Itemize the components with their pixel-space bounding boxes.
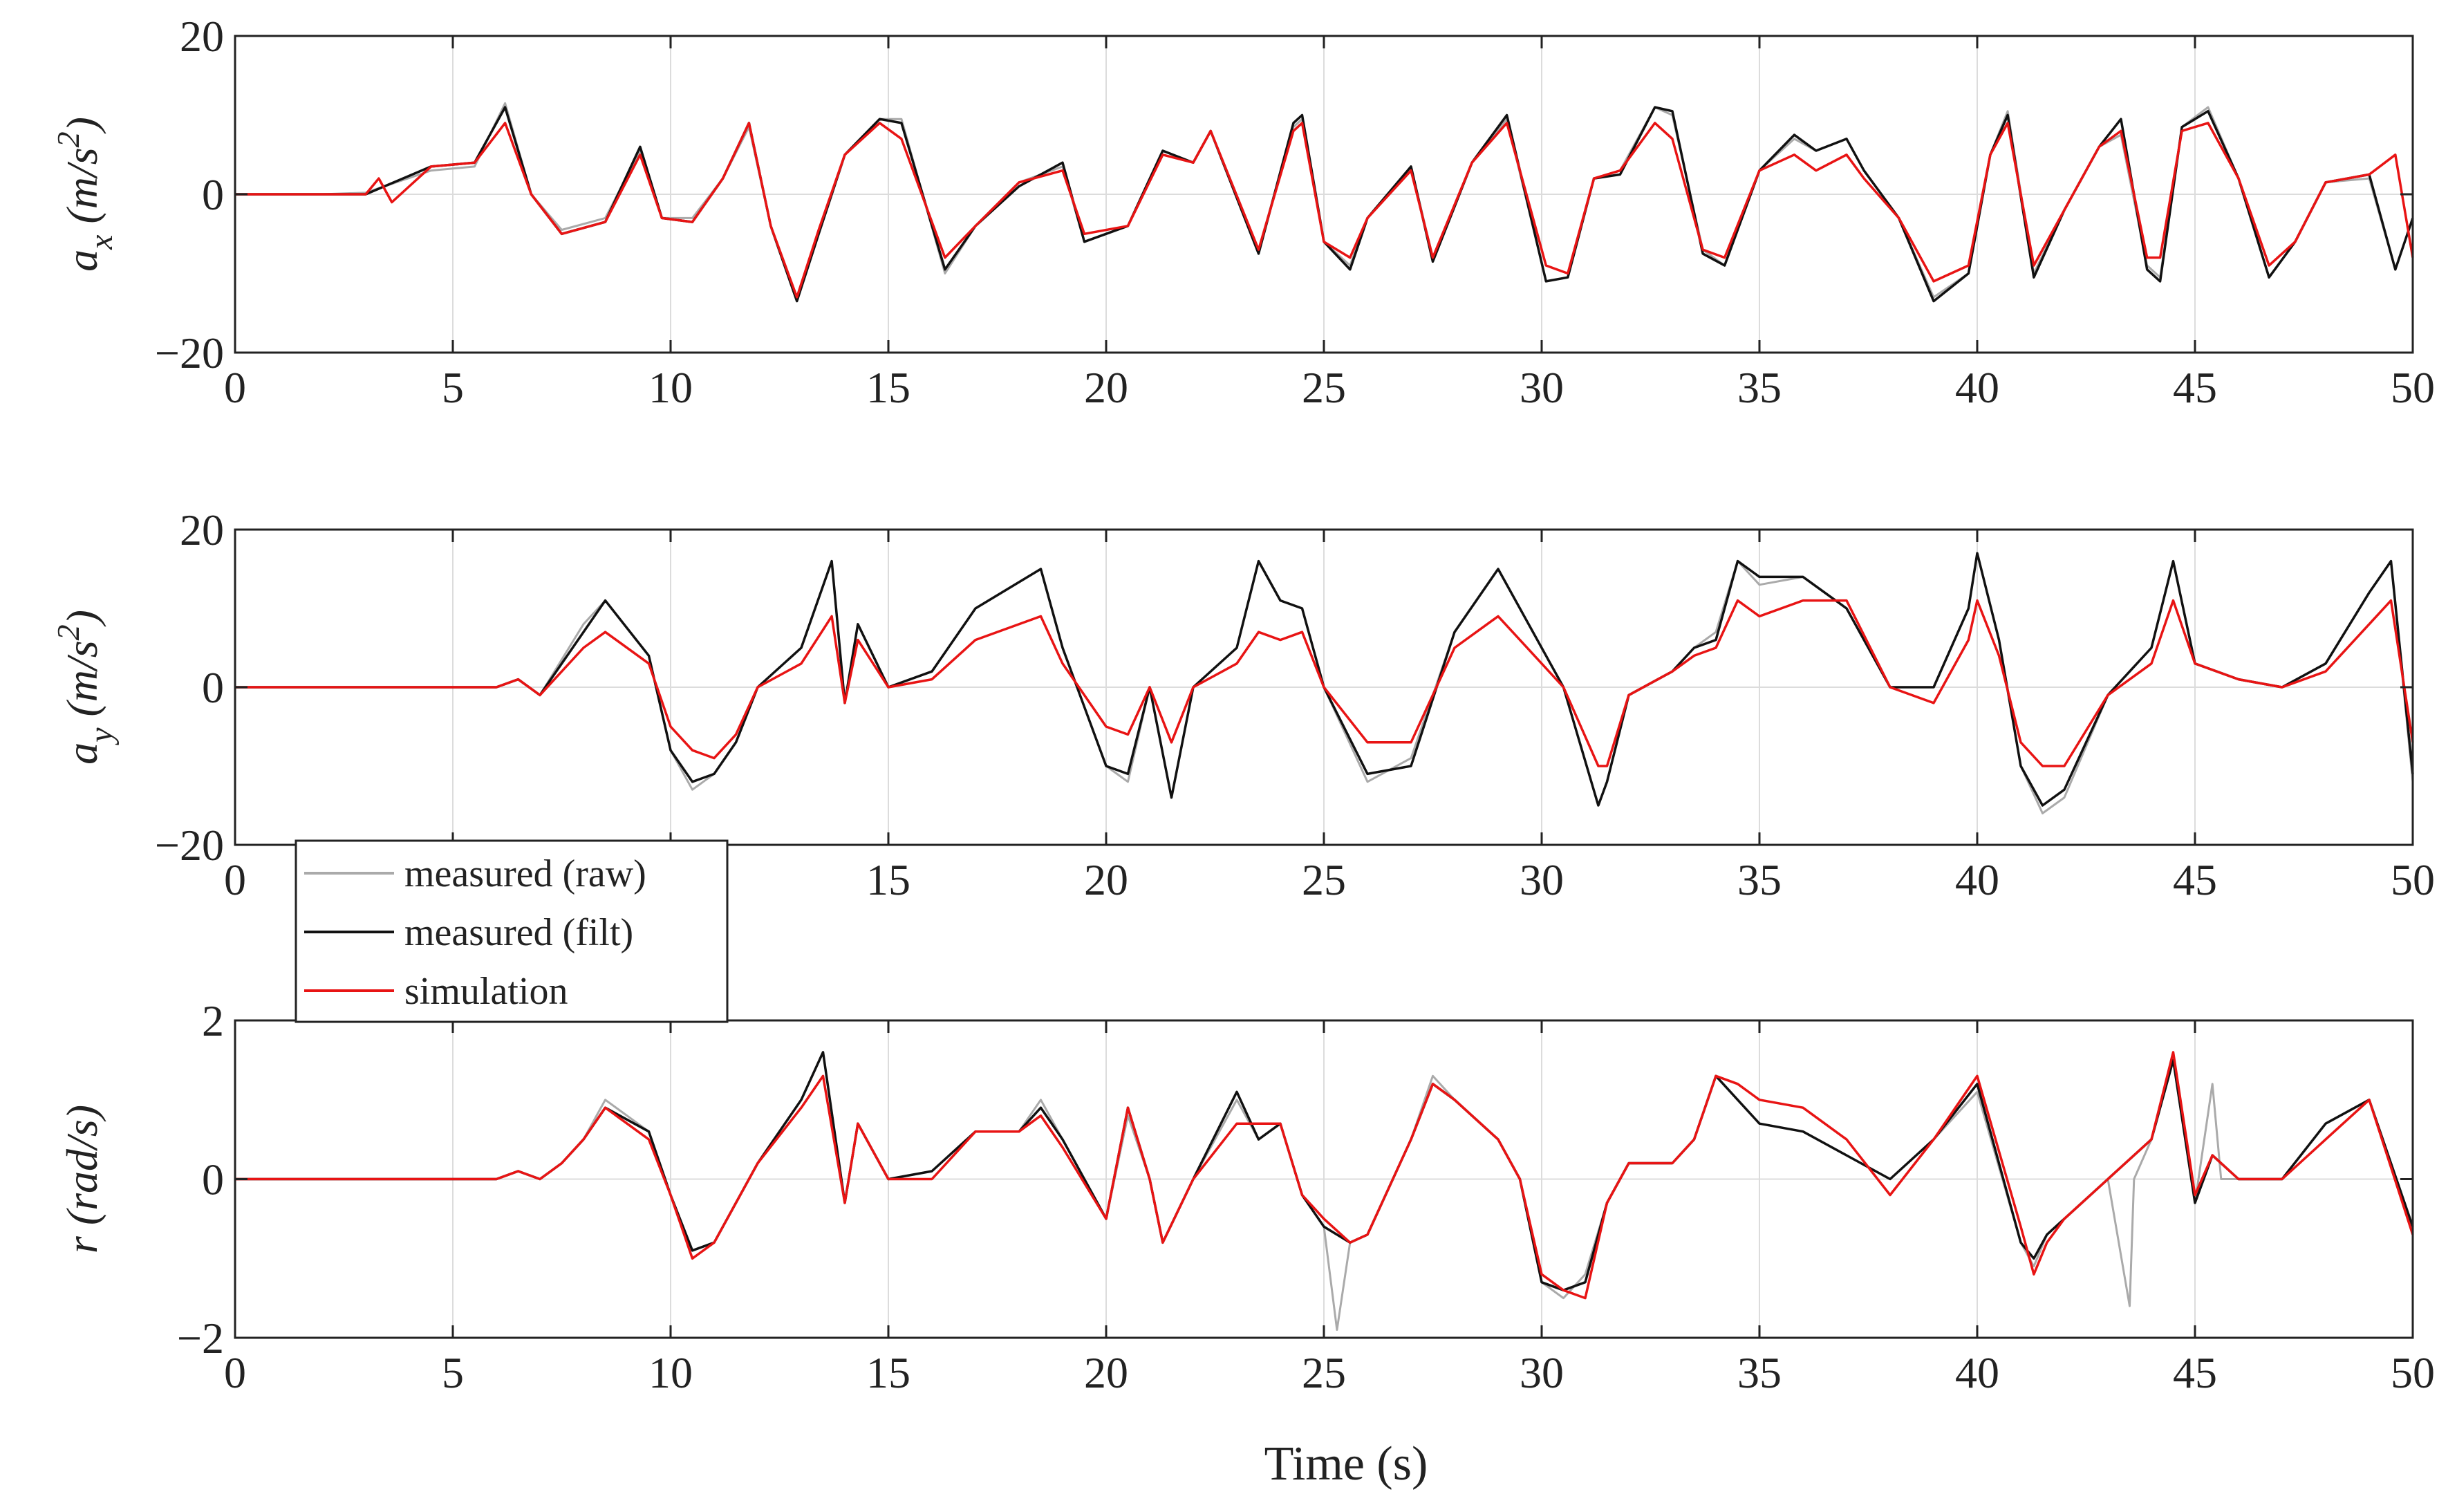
x-tick-label: 30 — [1520, 1348, 1564, 1397]
y-axis-label-r: r (rad/s) — [57, 1105, 106, 1253]
x-tick-label: 20 — [1084, 1348, 1128, 1397]
y-tick-label: −20 — [155, 821, 224, 870]
x-tick-label: 0 — [224, 363, 246, 412]
x-tick-label: 25 — [1302, 855, 1346, 904]
x-tick-label: 15 — [866, 855, 910, 904]
x-tick-label: 40 — [1955, 363, 1999, 412]
legend: measured (raw) measured (filt) simulatio… — [295, 839, 729, 1023]
x-tick-label: 10 — [648, 363, 693, 412]
legend-label-measured-raw: measured (raw) — [404, 852, 646, 895]
y-tick-label: 0 — [202, 1155, 224, 1204]
x-tick-label: 20 — [1084, 363, 1128, 412]
y-tick-label: 20 — [180, 12, 224, 61]
y-tick-label: 0 — [202, 663, 224, 712]
series-line-simulation — [235, 122, 2414, 299]
x-tick-label: 30 — [1520, 855, 1564, 904]
x-tick-label: 45 — [2173, 363, 2217, 412]
x-tick-label: 0 — [224, 1348, 246, 1397]
x-tick-label: 15 — [866, 1348, 910, 1397]
x-tick-label: 20 — [1084, 855, 1128, 904]
x-tick-label: 35 — [1737, 363, 1782, 412]
x-tick-label: 30 — [1520, 363, 1564, 412]
x-tick-label: 50 — [2391, 855, 2435, 904]
x-tick-label: 35 — [1737, 1348, 1782, 1397]
x-tick-label: 5 — [442, 363, 464, 412]
x-tick-label: 40 — [1955, 1348, 1999, 1397]
y-axis-label-ax: ax (m/s2) — [50, 117, 120, 272]
series-line-measured-filt — [235, 552, 2414, 807]
x-tick-label: 40 — [1955, 855, 1999, 904]
series-line-simulation — [235, 599, 2414, 767]
x-tick-label: 25 — [1302, 1348, 1346, 1397]
x-tick-label: 45 — [2173, 855, 2217, 904]
x-tick-label: 25 — [1302, 363, 1346, 412]
legend-label-measured-filt: measured (filt) — [404, 911, 633, 954]
x-tick-label: 5 — [442, 1348, 464, 1397]
x-tick-label: 15 — [866, 363, 910, 412]
y-tick-label: 0 — [202, 170, 224, 219]
x-tick-label: 0 — [224, 855, 246, 904]
y-tick-label: −20 — [155, 328, 224, 377]
y-tick-label: 2 — [202, 996, 224, 1045]
y-tick-label: 20 — [180, 505, 224, 554]
y-axis-label-ay: ay (m/s2) — [50, 610, 120, 765]
x-tick-label: 50 — [2391, 363, 2435, 412]
x-tick-label: 35 — [1737, 855, 1782, 904]
x-tick-label: 10 — [648, 1348, 693, 1397]
x-axis-label: Time (s) — [1264, 1437, 1428, 1491]
x-tick-label: 45 — [2173, 1348, 2217, 1397]
legend-label-simulation: simulation — [404, 970, 568, 1013]
x-tick-label: 50 — [2391, 1348, 2435, 1397]
series-line-simulation — [235, 1051, 2414, 1300]
y-tick-label: −2 — [177, 1314, 224, 1363]
